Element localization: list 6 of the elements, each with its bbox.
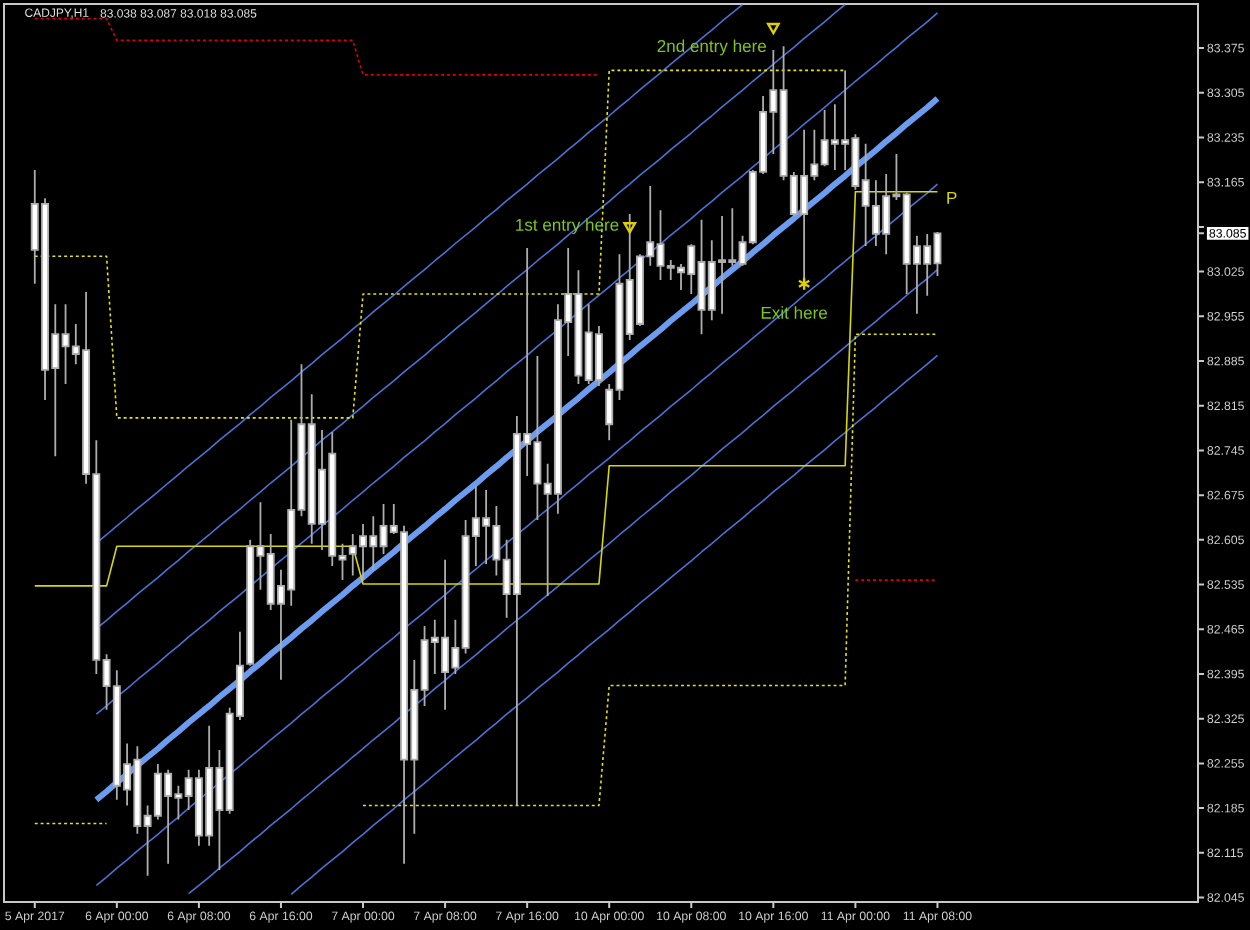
- point: [766, 22, 780, 35]
- point: [797, 276, 811, 291]
- point: [623, 222, 637, 234]
- annotation: 1st entry here: [516, 218, 619, 235]
- annotation: 2nd entry here: [657, 39, 767, 56]
- series-label: P: [947, 191, 957, 204]
